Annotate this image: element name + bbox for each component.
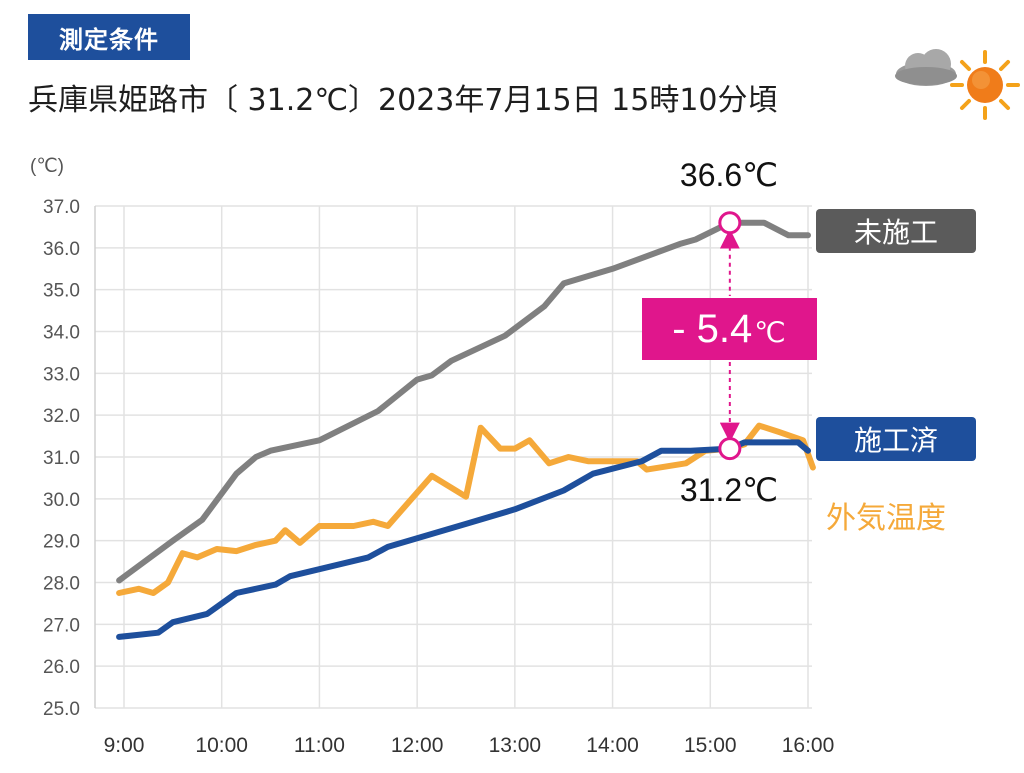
- x-tick-label: 15:00: [684, 734, 737, 757]
- y-tick-label: 33.0: [43, 364, 80, 385]
- y-axis-ticks: 25.0 26.0 27.0 28.0 29.0 30.0 31.0 32.0 33.0 34.0…: [43, 197, 80, 720]
- conditions-badge: 測定条件: [28, 14, 190, 60]
- x-tick-label: 9:00: [104, 734, 145, 757]
- outdoor-legend-label: 外気温度: [826, 501, 946, 536]
- y-tick-label: 36.0: [43, 239, 80, 260]
- diff-value: - 5.4℃: [672, 307, 786, 351]
- diff-box: [642, 298, 817, 360]
- series-layer: [116, 219, 816, 640]
- y-axis-unit-label: (℃): [30, 156, 64, 177]
- untreated-legend-label: 未施工: [854, 216, 938, 249]
- y-tick-label: 28.0: [43, 574, 80, 595]
- y-tick-label: 35.0: [43, 281, 80, 302]
- min-temp-label: 31.2℃: [680, 472, 778, 508]
- y-tick-label: 29.0: [43, 532, 80, 553]
- y-tick-label: 32.0: [43, 406, 80, 427]
- cloud-sun-icon: [895, 49, 1020, 120]
- series-line-untreated: [116, 219, 811, 584]
- treated-legend-label: 施工済: [854, 424, 938, 457]
- y-tick-label: 25.0: [43, 699, 80, 720]
- max-point-marker: [718, 211, 742, 235]
- treated-legend: 施工済: [816, 417, 976, 461]
- chart-grid: [94, 205, 812, 709]
- y-tick-label: 27.0: [43, 615, 80, 636]
- min-point-marker: [718, 437, 742, 461]
- treated-legend-box: [816, 417, 976, 461]
- sun-icon: [950, 50, 1020, 120]
- untreated-legend: 未施工: [816, 209, 976, 253]
- x-tick-label: 11:00: [294, 734, 345, 757]
- max-temp-label: 36.6℃: [680, 157, 778, 193]
- y-tick-label: 34.0: [43, 323, 80, 344]
- measurement-headline: 兵庫県姫路市〔 31.2℃〕2023年7月15日 15時10分頃: [28, 83, 778, 118]
- x-tick-label: 13:00: [489, 734, 542, 757]
- y-tick-label: 30.0: [43, 490, 80, 511]
- x-tick-label: 14:00: [586, 734, 639, 757]
- x-axis-ticks: 9:00 10:00 11:00 12:00 13:00 14:00 15:00 16:00: [104, 734, 835, 757]
- x-tick-label: 10:00: [195, 734, 248, 757]
- difference-annotation: - 5.4℃: [642, 228, 817, 443]
- y-tick-label: 37.0: [43, 197, 80, 218]
- x-tick-label: 12:00: [391, 734, 444, 757]
- y-tick-label: 31.0: [43, 448, 80, 469]
- y-tick-label: 26.0: [43, 657, 80, 678]
- untreated-legend-box: [816, 209, 976, 253]
- cloud-icon: [895, 49, 957, 86]
- x-tick-label: 16:00: [782, 734, 835, 757]
